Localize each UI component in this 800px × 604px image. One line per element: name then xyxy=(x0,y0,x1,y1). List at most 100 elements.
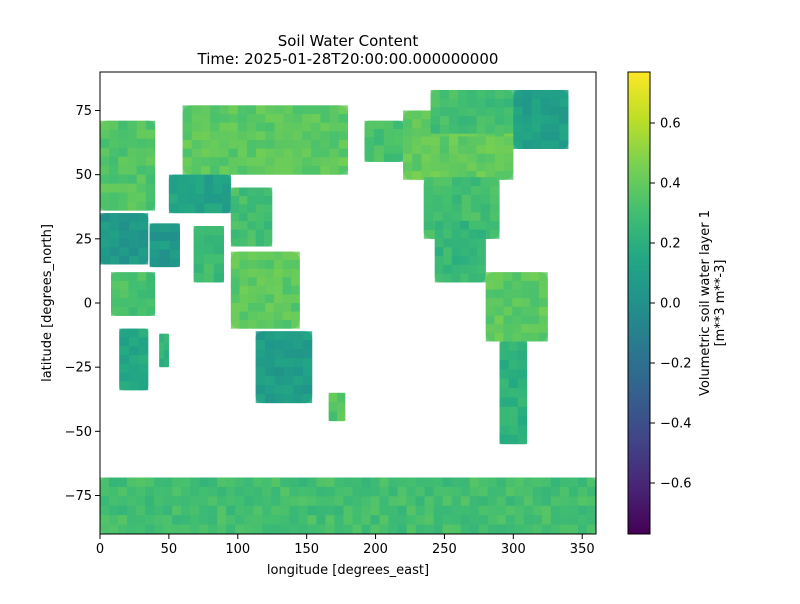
region-texture xyxy=(559,505,569,516)
region-texture xyxy=(512,289,522,299)
region-texture xyxy=(230,212,240,222)
region-texture xyxy=(172,515,182,525)
region-texture xyxy=(423,186,434,195)
region-texture xyxy=(256,114,266,123)
region-texture xyxy=(449,145,459,154)
region-texture xyxy=(460,515,470,525)
colorbar-label-line2: [m**3 m**-3] xyxy=(713,260,728,347)
region-texture xyxy=(136,138,146,148)
region-texture xyxy=(393,145,404,154)
region-texture xyxy=(430,98,440,108)
region-texture xyxy=(522,132,532,141)
region-texture xyxy=(504,124,514,134)
region-texture xyxy=(186,174,196,185)
region-texture xyxy=(370,496,380,506)
region-texture xyxy=(471,194,481,204)
region-texture xyxy=(467,98,477,108)
region-texture xyxy=(239,229,248,239)
region-texture xyxy=(538,272,548,281)
region-texture xyxy=(338,157,348,167)
region-texture xyxy=(100,201,110,211)
region-texture xyxy=(203,244,214,255)
colorbar-label-line1: Volumetric soil water layer 1 xyxy=(698,210,713,396)
region-texture xyxy=(136,183,146,193)
region-12 xyxy=(328,392,346,422)
region-texture xyxy=(476,153,486,163)
region-texture xyxy=(514,486,524,497)
region-texture xyxy=(128,213,139,222)
region-texture xyxy=(109,477,119,487)
region-texture xyxy=(490,230,500,239)
region-texture xyxy=(154,515,164,525)
region-texture xyxy=(109,174,119,184)
region-texture xyxy=(186,203,196,214)
region-texture xyxy=(136,496,146,506)
region-texture xyxy=(230,221,240,230)
region-texture xyxy=(282,260,292,269)
region-texture xyxy=(329,166,339,175)
region-texture xyxy=(485,315,495,325)
region-texture xyxy=(293,331,303,341)
region-texture xyxy=(320,131,330,141)
region-texture xyxy=(265,122,275,132)
region-texture xyxy=(159,350,165,359)
region-texture xyxy=(343,486,353,497)
colorbar-gradient xyxy=(627,71,651,535)
region-texture xyxy=(480,203,491,213)
region-texture xyxy=(118,120,128,130)
region-texture xyxy=(203,273,214,283)
region-texture xyxy=(146,298,156,308)
region-texture xyxy=(256,303,266,312)
region-texture xyxy=(490,177,500,187)
region-texture xyxy=(146,272,156,281)
region-texture xyxy=(111,272,120,281)
region-texture xyxy=(213,174,223,185)
region-texture xyxy=(283,157,293,167)
region-texture xyxy=(282,277,292,286)
region-texture xyxy=(244,524,254,534)
region-texture xyxy=(210,157,220,167)
region-texture xyxy=(513,140,523,149)
region-texture xyxy=(424,477,434,487)
region-texture xyxy=(292,122,303,132)
region-texture xyxy=(109,129,119,139)
region-texture xyxy=(406,496,416,506)
region-texture xyxy=(109,201,119,211)
region-texture xyxy=(118,201,128,211)
x-tick-label: 50 xyxy=(161,542,178,557)
region-texture xyxy=(513,132,523,141)
region-texture xyxy=(334,524,344,534)
chart-title: Soil Water Content xyxy=(278,32,419,50)
region-texture xyxy=(145,165,156,175)
region-texture xyxy=(100,486,110,497)
region-texture xyxy=(517,425,528,435)
region-texture xyxy=(334,505,344,516)
region-texture xyxy=(282,294,292,303)
region-texture xyxy=(256,105,266,115)
region-texture xyxy=(168,193,178,204)
region-texture xyxy=(230,187,240,196)
region-texture xyxy=(292,166,303,175)
region-texture xyxy=(439,145,450,154)
region-texture xyxy=(255,349,266,359)
region-texture xyxy=(494,124,505,134)
region-texture xyxy=(154,524,164,534)
region-texture xyxy=(307,496,317,506)
region-texture xyxy=(127,486,137,497)
region-texture xyxy=(128,346,139,356)
region-texture xyxy=(458,124,468,134)
region-texture xyxy=(430,162,440,172)
region-texture xyxy=(320,148,330,158)
region-texture xyxy=(280,505,290,516)
region-texture xyxy=(530,272,539,281)
region-texture xyxy=(273,277,283,286)
region-texture xyxy=(374,153,384,162)
region-texture xyxy=(219,105,229,115)
region-texture xyxy=(316,505,326,516)
region-texture xyxy=(485,298,495,307)
region-texture xyxy=(177,184,187,194)
region-texture xyxy=(531,132,541,141)
region-texture xyxy=(496,477,506,487)
region-texture xyxy=(512,332,522,342)
region-texture xyxy=(127,515,137,525)
